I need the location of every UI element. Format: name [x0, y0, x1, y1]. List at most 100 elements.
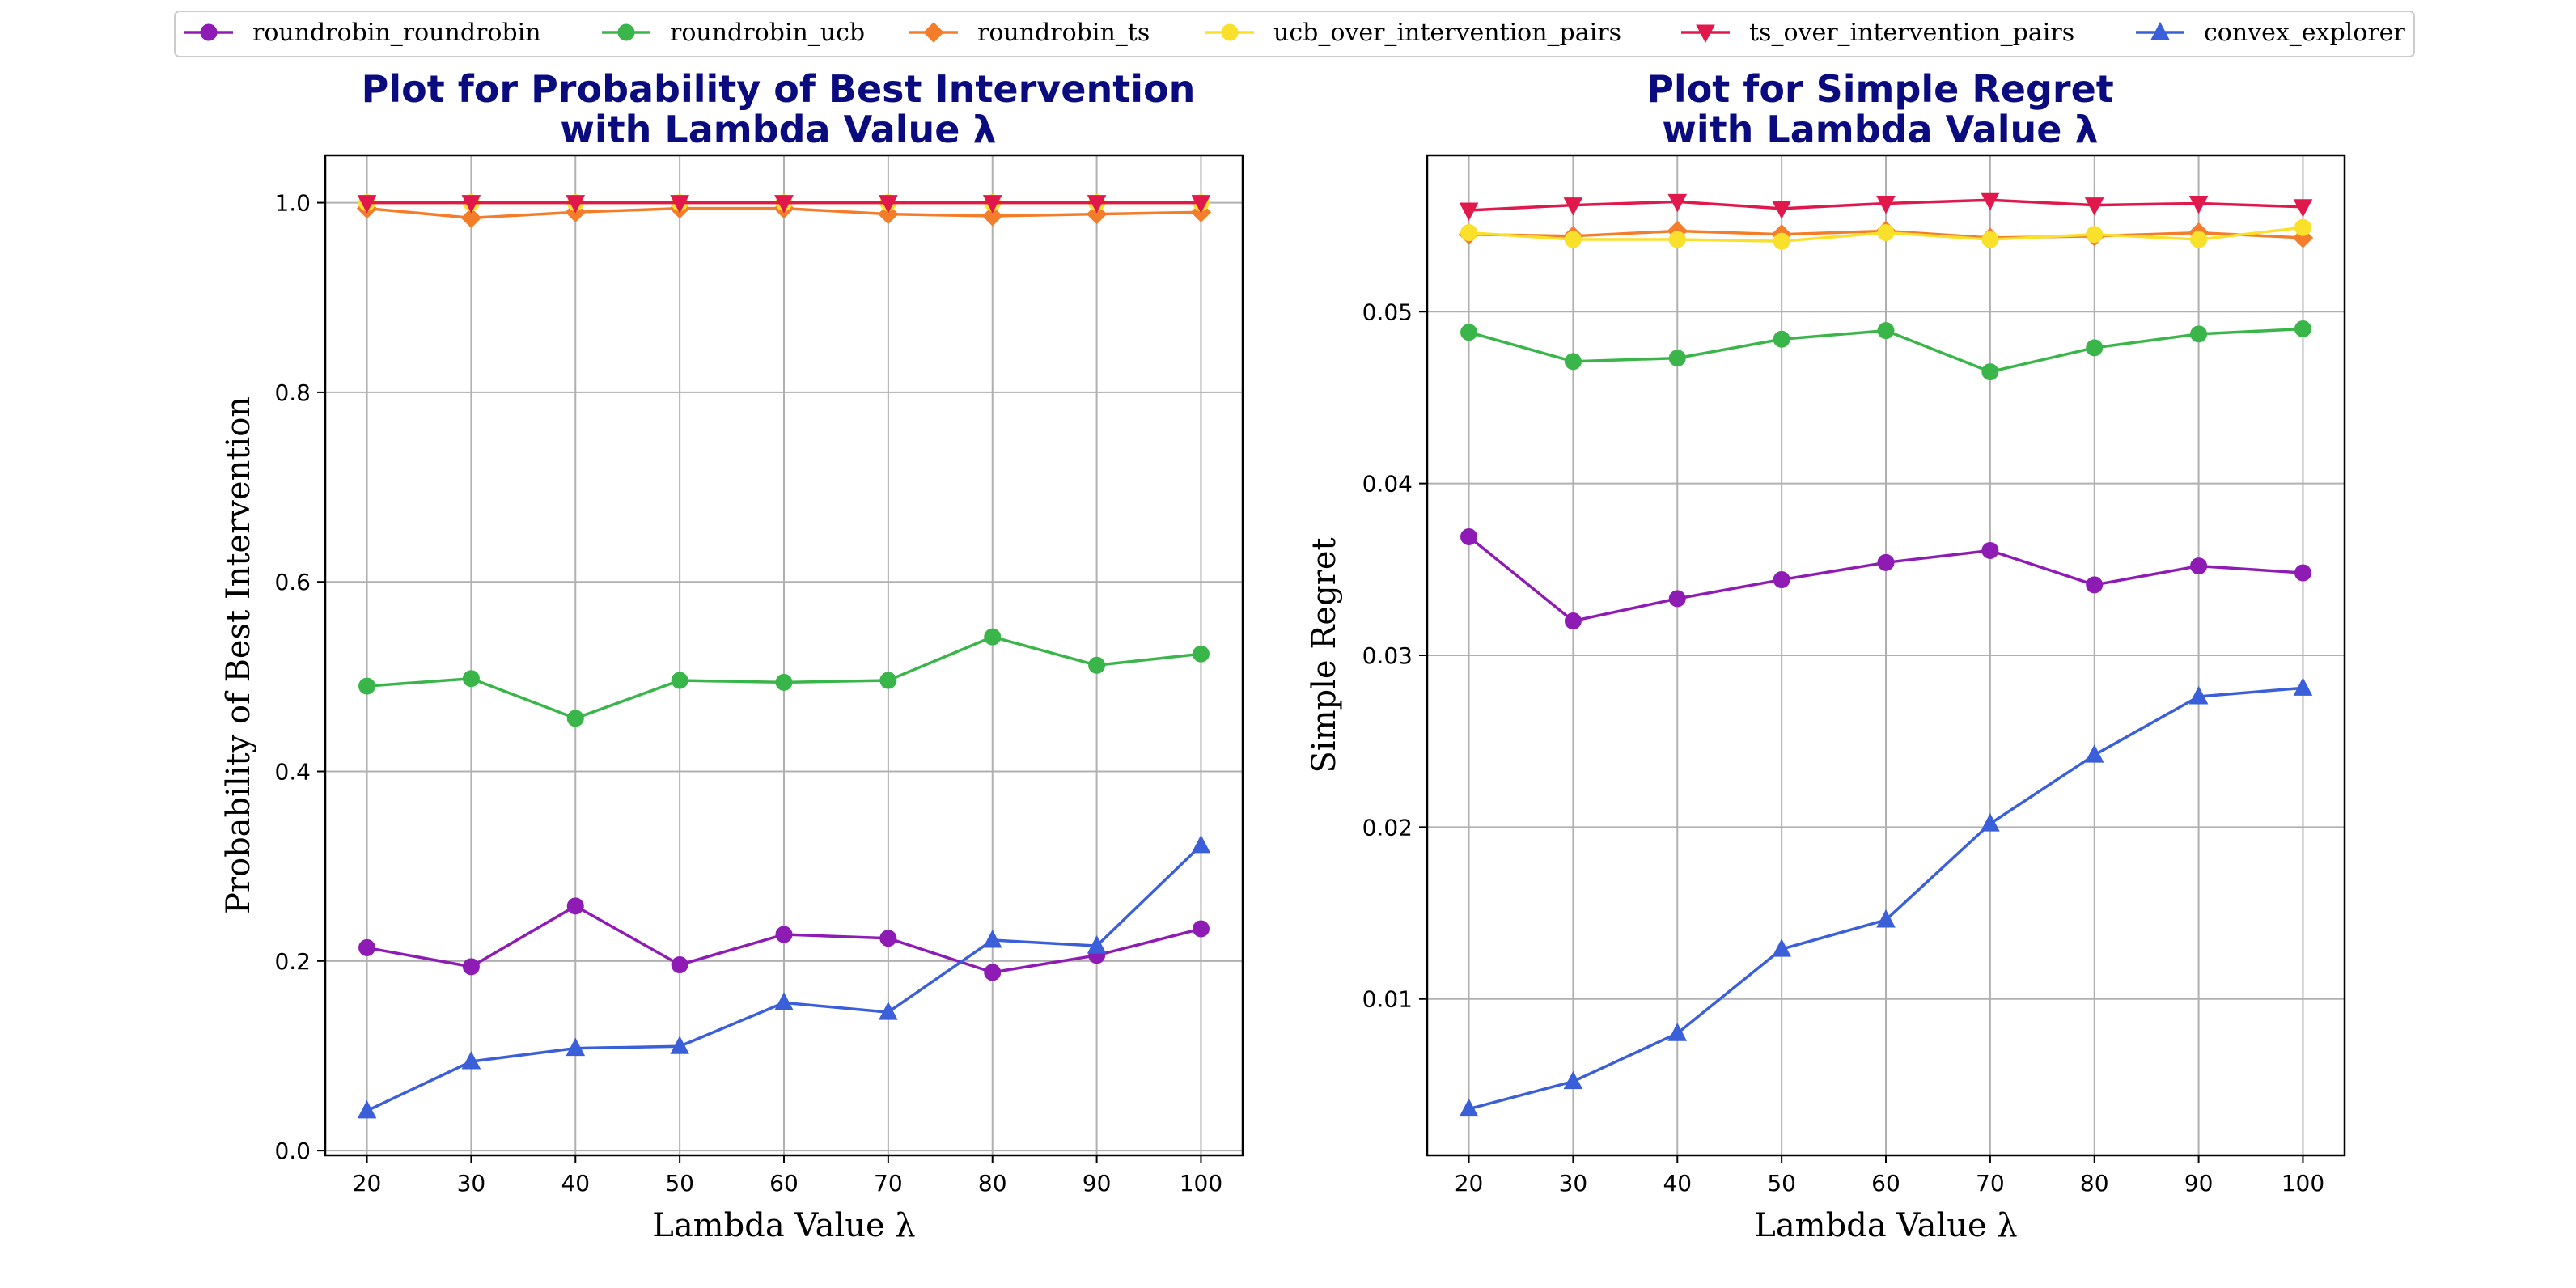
- data-point: [1981, 231, 1999, 248]
- data-point: [1668, 590, 1686, 608]
- y-tick-label: 0.03: [1362, 642, 1413, 669]
- data-point: [670, 195, 689, 214]
- data-point: [1563, 1070, 1583, 1090]
- series-roundrobin-ucb: [358, 628, 1210, 727]
- data-point: [879, 672, 897, 689]
- data-point: [1981, 363, 1999, 381]
- data-point: [566, 195, 586, 214]
- data-point: [2190, 231, 2208, 248]
- series-ucb-over-intervention-pairs: [1460, 218, 2311, 250]
- data-point: [1877, 224, 1895, 242]
- data-point: [982, 195, 1002, 214]
- data-point: [984, 628, 1002, 646]
- data-point: [1087, 195, 1107, 214]
- x-tick-label: 70: [874, 1170, 903, 1197]
- legend-marker: [617, 23, 635, 41]
- simple-regret-chart-title-line1: Plot for Simple Regret: [1646, 67, 2114, 111]
- data-point: [460, 207, 482, 229]
- data-point: [1460, 224, 1478, 242]
- data-point: [1668, 231, 1686, 248]
- series-roundrobin-roundrobin: [358, 897, 1210, 981]
- series-roundrobin-ucb: [1460, 320, 2311, 381]
- data-point: [1459, 1098, 1479, 1117]
- data-point: [1460, 324, 1478, 341]
- x-tick-label: 40: [1663, 1170, 1692, 1197]
- data-point: [1981, 813, 2000, 832]
- simple-regret-chart: 20 30 40 50 60 70 80 90 1000.010.020.030.040.05 …: [1306, 67, 2346, 1244]
- data-point: [1564, 612, 1582, 630]
- data-point: [1564, 231, 1582, 248]
- y-tick-label: 0.4: [274, 759, 311, 786]
- series-convex-explorer: [1459, 677, 2313, 1117]
- legend: roundrobin_roundrobin roundrobin_ucb round…: [174, 11, 2415, 57]
- legend-item: convex_explorer: [2136, 19, 2405, 47]
- x-tick-label: 90: [2184, 1170, 2214, 1197]
- data-point: [461, 195, 481, 214]
- data-point: [1192, 920, 1210, 938]
- data-point: [2294, 218, 2311, 236]
- data-point: [1773, 330, 1790, 348]
- legend-item: ts_over_intervention_pairs: [1681, 19, 2074, 47]
- data-point: [462, 958, 480, 976]
- probability-y-axis-label: Probability of Best Intervention: [220, 396, 257, 914]
- x-tick-label: 60: [1871, 1170, 1900, 1197]
- probability-chart-title-line1: Plot for Probability of Best Interventio…: [362, 67, 1196, 111]
- legend-label: convex_explorer: [2204, 19, 2405, 47]
- legend-marker: [1696, 24, 1715, 44]
- data-point: [1667, 193, 1688, 213]
- y-tick-label: 0.0: [274, 1138, 311, 1164]
- data-point: [2294, 320, 2311, 337]
- data-point: [1667, 1023, 1688, 1041]
- legend-label: ts_over_intervention_pairs: [1749, 19, 2074, 47]
- data-point: [2086, 576, 2104, 594]
- data-point: [1773, 571, 1790, 589]
- data-point: [1877, 322, 1895, 340]
- series-ts-over-intervention-pairs: [357, 195, 1211, 214]
- data-point: [982, 205, 1003, 227]
- data-point: [566, 897, 584, 915]
- x-tick-label: 20: [353, 1170, 382, 1197]
- x-tick-label: 30: [457, 1170, 486, 1197]
- legend-label: roundrobin_ts: [977, 19, 1150, 47]
- legend-item: roundrobin_ucb: [602, 19, 865, 47]
- data-point: [982, 929, 1002, 948]
- probability-x-axis-label: Lambda Value λ: [652, 1207, 915, 1244]
- data-point: [1772, 938, 1791, 957]
- legend-label: ucb_over_intervention_pairs: [1273, 19, 1621, 47]
- data-point: [879, 195, 898, 214]
- x-tick-label: 20: [1455, 1170, 1484, 1197]
- data-point: [1876, 195, 1896, 214]
- y-tick-label: 1.0: [274, 190, 311, 217]
- data-point: [2190, 557, 2208, 575]
- data-point: [671, 672, 688, 689]
- series-convex-explorer: [357, 834, 1211, 1119]
- data-point: [1563, 197, 1583, 216]
- x-tick-label: 100: [2282, 1170, 2324, 1197]
- data-point: [461, 1050, 481, 1070]
- data-point: [2086, 226, 2104, 244]
- data-point: [1191, 195, 1211, 214]
- x-tick-label: 50: [1767, 1170, 1796, 1197]
- x-tick-label: 50: [665, 1170, 694, 1197]
- data-point: [1876, 909, 1896, 928]
- data-point: [1981, 192, 2000, 211]
- simple-regret-chart-title-line2: with Lambda Value λ: [1662, 108, 2098, 151]
- legend-marker: [2150, 21, 2170, 40]
- x-tick-label: 30: [1559, 1170, 1588, 1197]
- probability-chart: 20 30 40 50 60 70 80 90 100 0.0 0.2 0.4 0.6 0.8 1.0 Pl…: [220, 67, 1244, 1244]
- data-point: [1192, 645, 1210, 663]
- data-point: [774, 195, 794, 214]
- data-point: [358, 677, 376, 695]
- data-point: [1773, 232, 1790, 250]
- legend-marker: [923, 22, 944, 43]
- data-point: [774, 992, 794, 1010]
- simple-regret-y-axis-label: Simple Regret: [1306, 537, 1343, 773]
- y-tick-label: 0.05: [1362, 299, 1413, 325]
- data-point: [1087, 935, 1107, 954]
- data-point: [1459, 202, 1479, 222]
- data-point: [775, 673, 793, 691]
- data-point: [1088, 656, 1106, 674]
- y-tick-label: 0.8: [274, 379, 311, 406]
- data-point: [1981, 541, 1999, 559]
- series-roundrobin-roundrobin: [1460, 527, 2311, 630]
